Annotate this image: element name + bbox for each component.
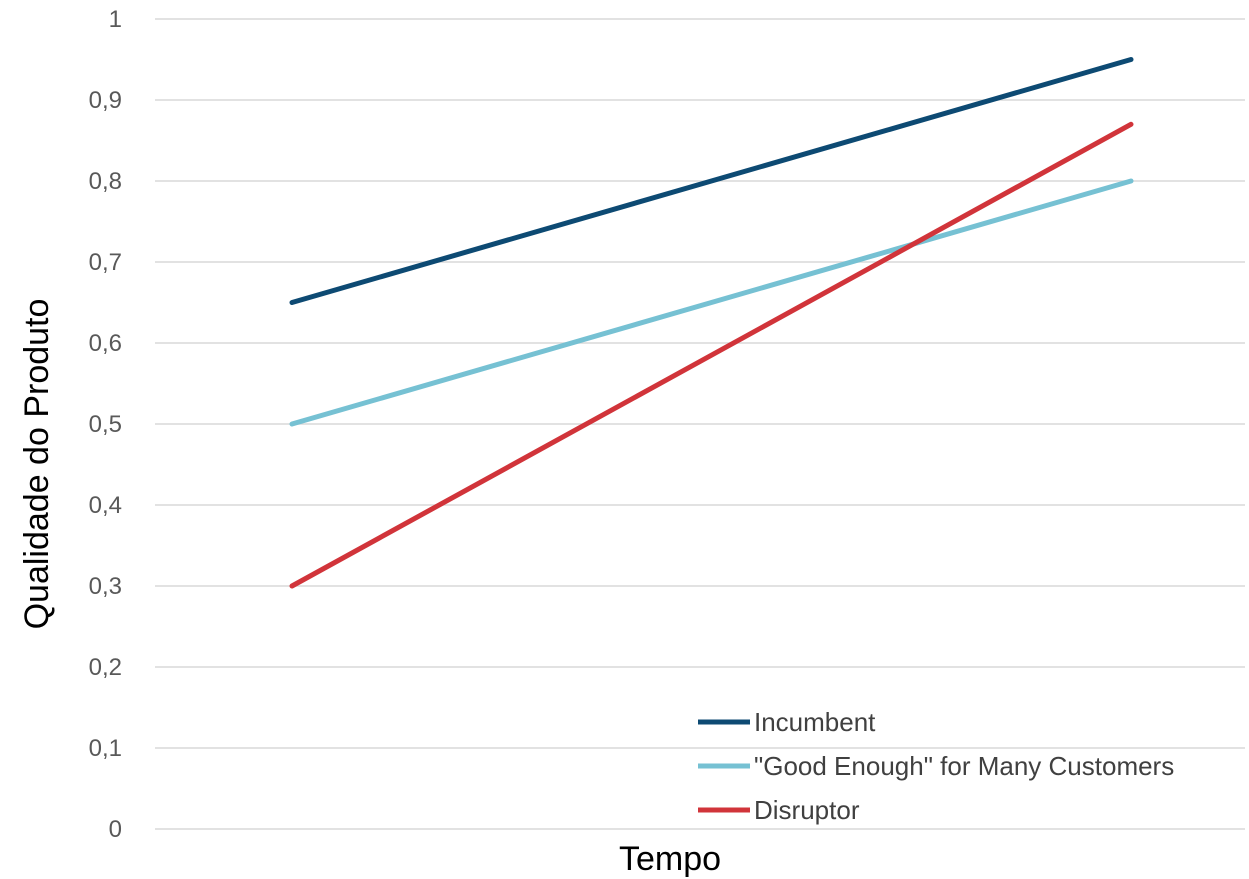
series-line-2 bbox=[289, 178, 1134, 427]
y-tick-label: 0,9 bbox=[89, 87, 122, 114]
gridlines bbox=[155, 18, 1245, 830]
y-tick-label: 0,3 bbox=[89, 573, 122, 600]
series-line-3 bbox=[289, 121, 1134, 589]
y-tick-label: 0,4 bbox=[89, 492, 122, 519]
y-tick-label: 0,7 bbox=[89, 249, 122, 276]
y-tick-label: 0,1 bbox=[89, 735, 122, 762]
y-tick-label: 1 bbox=[109, 6, 122, 33]
y-tick-label: 0,6 bbox=[89, 330, 122, 357]
y-axis-title: Qualidade do Produto bbox=[18, 299, 56, 630]
legend-label: "Good Enough" for Many Customers bbox=[754, 751, 1174, 781]
series-line-1 bbox=[289, 57, 1134, 305]
series-lines bbox=[289, 57, 1134, 589]
y-tick-label: 0,5 bbox=[89, 411, 122, 438]
x-axis-title: Tempo bbox=[619, 840, 721, 878]
legend-label: Incumbent bbox=[754, 707, 876, 737]
y-tick-label: 0,8 bbox=[89, 168, 122, 195]
y-axis-ticks: 0 0,1 0,2 0,3 0,4 0,5 0,6 0,7 0,8 0,9 1 bbox=[89, 6, 122, 843]
y-tick-label: 0 bbox=[109, 816, 122, 843]
legend-label: Disruptor bbox=[754, 795, 860, 825]
legend: Incumbent "Good Enough" for Many Customer… bbox=[698, 707, 1174, 825]
y-tick-label: 0,2 bbox=[89, 654, 122, 681]
